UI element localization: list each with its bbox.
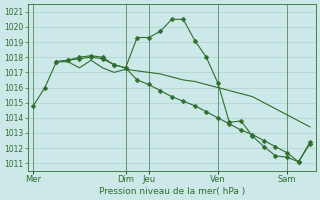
X-axis label: Pression niveau de la mer( hPa ): Pression niveau de la mer( hPa ) [99, 187, 245, 196]
